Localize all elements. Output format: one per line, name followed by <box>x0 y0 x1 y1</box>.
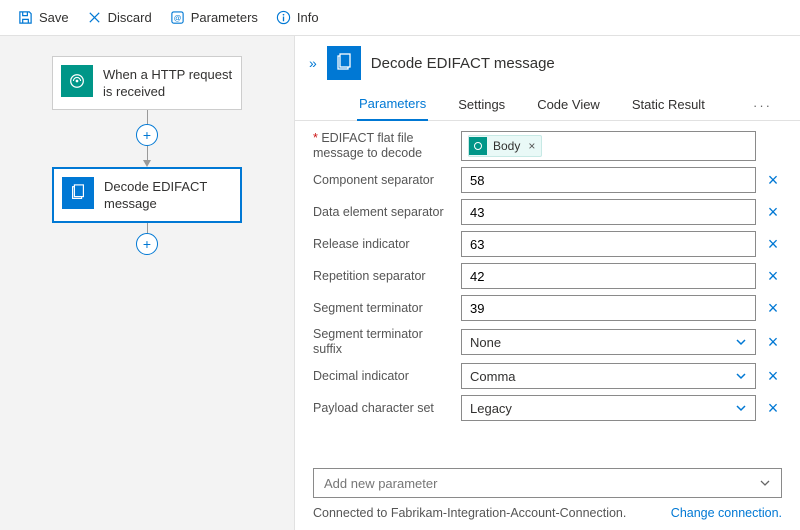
repetition-sep-input[interactable] <box>461 263 756 289</box>
add-step-button-end[interactable]: + <box>136 233 158 255</box>
parameters-label: Parameters <box>191 10 258 25</box>
connection-text: Connected to Fabrikam-Integration-Accoun… <box>313 506 626 520</box>
clear-payload-charset[interactable]: × <box>764 398 782 419</box>
body-token[interactable]: Body × <box>468 135 542 157</box>
panel-edifact-icon <box>327 46 361 80</box>
toolbar: Save Discard @ Parameters Info <box>0 0 800 36</box>
token-source-icon <box>469 137 487 155</box>
clear-release-ind[interactable]: × <box>764 234 782 255</box>
chevron-down-icon <box>735 336 747 348</box>
action-node-decode[interactable]: Decode EDIFACT message <box>52 167 242 223</box>
segment-term-input[interactable] <box>461 295 756 321</box>
discard-icon <box>87 10 102 25</box>
segment-term-suffix-label: Segment terminator suffix <box>313 327 453 357</box>
segment-term-suffix-select[interactable]: None <box>461 329 756 355</box>
info-label: Info <box>297 10 319 25</box>
add-step-button[interactable]: + <box>136 124 158 146</box>
clear-segment-term[interactable]: × <box>764 298 782 319</box>
details-panel: » Decode EDIFACT message Parameters Sett… <box>294 36 800 530</box>
tabs: Parameters Settings Code View Static Res… <box>295 84 800 121</box>
trigger-node[interactable]: When a HTTP request is received <box>52 56 242 110</box>
tab-codeview[interactable]: Code View <box>535 91 602 120</box>
save-button[interactable]: Save <box>10 6 77 29</box>
trigger-node-title: When a HTTP request is received <box>103 65 233 101</box>
http-trigger-icon <box>61 65 93 97</box>
add-parameter-select[interactable]: Add new parameter <box>313 468 782 498</box>
info-icon <box>276 10 291 25</box>
connector: + <box>136 110 158 167</box>
component-sep-label: Component separator <box>313 173 453 188</box>
clear-segment-term-suffix[interactable]: × <box>764 332 782 353</box>
designer-canvas: When a HTTP request is received + Decode… <box>0 36 294 530</box>
connection-footer: Connected to Fabrikam-Integration-Accoun… <box>295 498 800 530</box>
collapse-icon[interactable]: » <box>309 55 317 71</box>
parameters-button[interactable]: @ Parameters <box>162 6 266 29</box>
clear-data-elem-sep[interactable]: × <box>764 202 782 223</box>
decimal-ind-select[interactable]: Comma <box>461 363 756 389</box>
repetition-sep-label: Repetition separator <box>313 269 453 284</box>
discard-label: Discard <box>108 10 152 25</box>
data-elem-sep-input[interactable] <box>461 199 756 225</box>
message-input[interactable]: Body × <box>461 131 756 161</box>
component-sep-input[interactable] <box>461 167 756 193</box>
clear-repetition-sep[interactable]: × <box>764 266 782 287</box>
message-label: * EDIFACT flat file message to decode <box>313 131 453 161</box>
save-label: Save <box>39 10 69 25</box>
info-button[interactable]: Info <box>268 6 327 29</box>
svg-text:@: @ <box>173 13 181 22</box>
tab-parameters[interactable]: Parameters <box>357 90 428 121</box>
save-icon <box>18 10 33 25</box>
payload-charset-label: Payload character set <box>313 401 453 416</box>
segment-term-label: Segment terminator <box>313 301 453 316</box>
action-node-title: Decode EDIFACT message <box>104 177 232 213</box>
tab-more[interactable]: ··· <box>753 98 772 113</box>
panel-title: Decode EDIFACT message <box>371 55 555 72</box>
chevron-down-icon <box>759 477 771 489</box>
parameters-icon: @ <box>170 10 185 25</box>
form: * EDIFACT flat file message to decode Bo… <box>295 121 800 464</box>
chevron-down-icon <box>735 370 747 382</box>
main: When a HTTP request is received + Decode… <box>0 36 800 530</box>
discard-button[interactable]: Discard <box>79 6 160 29</box>
data-elem-sep-label: Data element separator <box>313 205 453 220</box>
edifact-icon <box>62 177 94 209</box>
release-ind-input[interactable] <box>461 231 756 257</box>
connector-end: + <box>136 223 158 255</box>
tab-staticresult[interactable]: Static Result <box>630 91 707 120</box>
token-remove-icon[interactable]: × <box>528 139 535 153</box>
token-label: Body <box>493 139 520 153</box>
clear-component-sep[interactable]: × <box>764 170 782 191</box>
panel-header: » Decode EDIFACT message <box>295 36 800 84</box>
release-ind-label: Release indicator <box>313 237 453 252</box>
change-connection-link[interactable]: Change connection. <box>671 506 782 520</box>
payload-charset-select[interactable]: Legacy <box>461 395 756 421</box>
decimal-ind-label: Decimal indicator <box>313 369 453 384</box>
tab-settings[interactable]: Settings <box>456 91 507 120</box>
chevron-down-icon <box>735 402 747 414</box>
clear-decimal-ind[interactable]: × <box>764 366 782 387</box>
